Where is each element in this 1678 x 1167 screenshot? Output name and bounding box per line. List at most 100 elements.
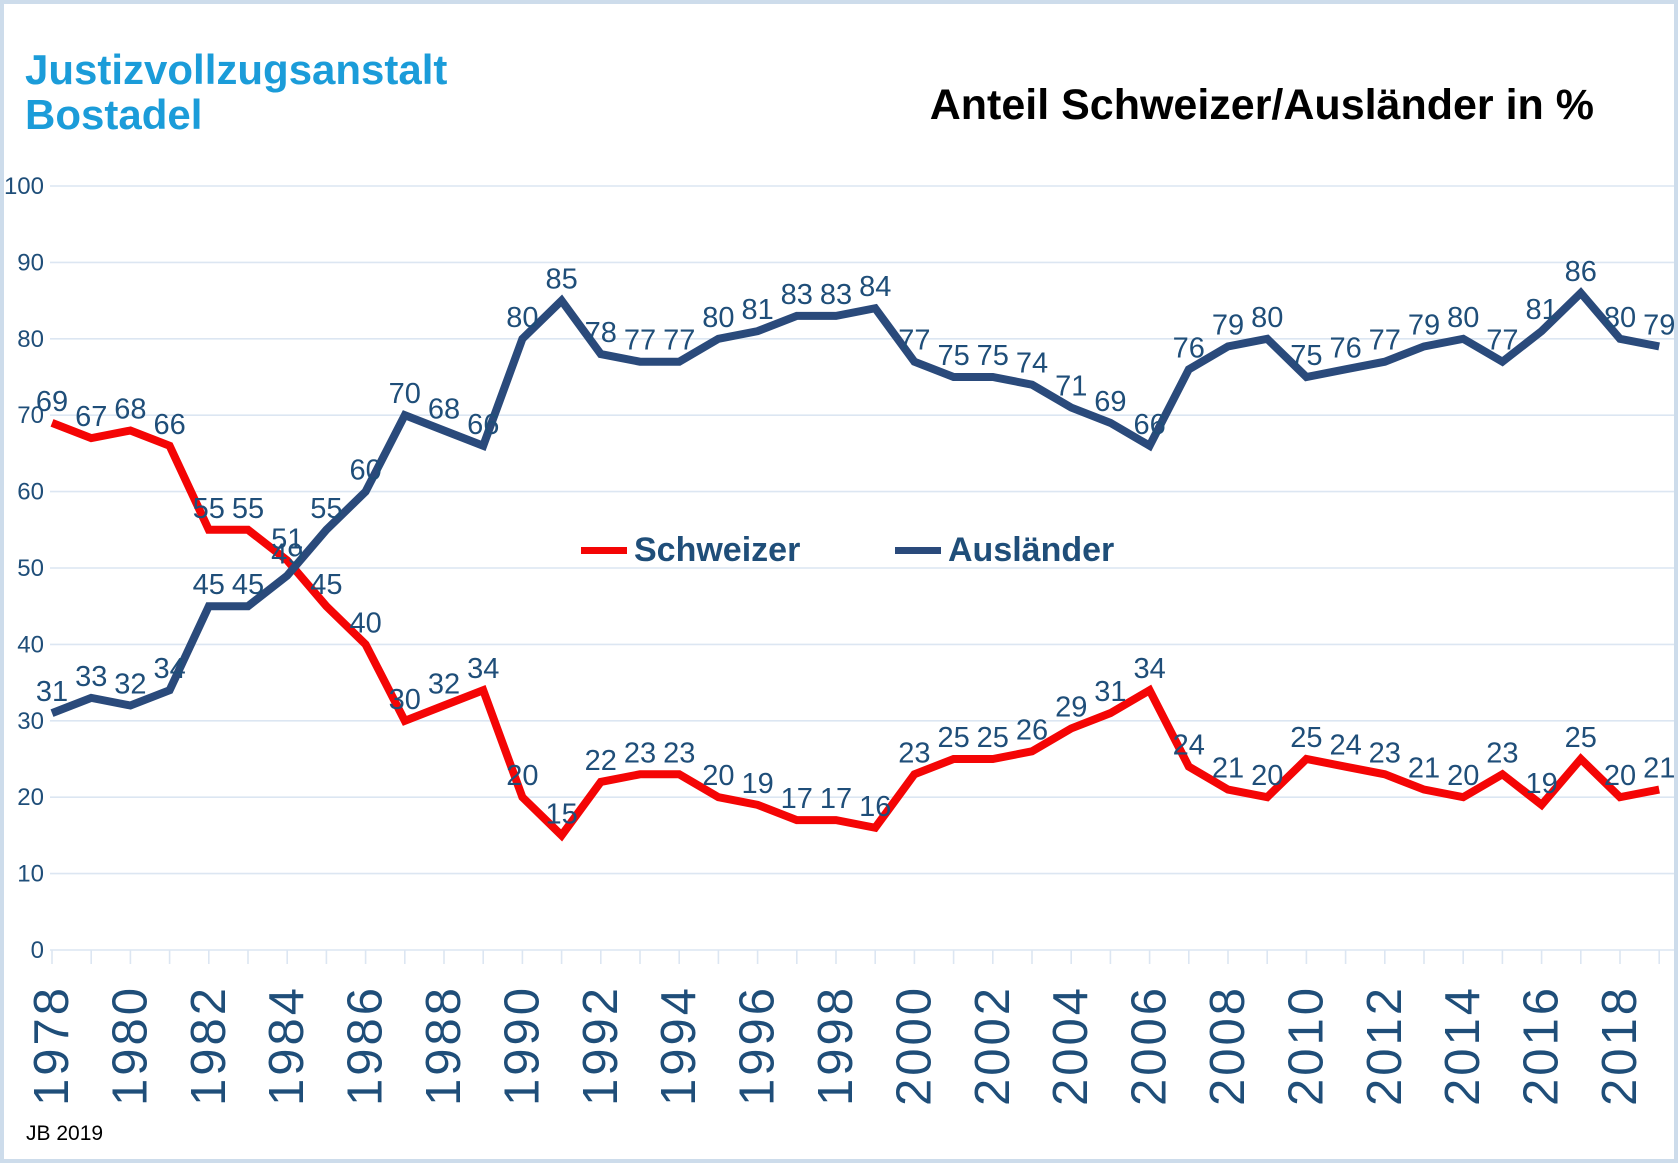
x-axis-label: 1982: [182, 985, 236, 1106]
legend-label-schweizer: Schweizer: [634, 531, 801, 569]
legend-label-auslaender: Ausländer: [948, 531, 1115, 569]
data-label: 86: [1565, 256, 1597, 288]
x-axis-label: 2014: [1436, 985, 1490, 1106]
data-label: 31: [36, 676, 68, 708]
data-label: 23: [1369, 737, 1401, 769]
data-label: 80: [702, 302, 734, 334]
data-label: 33: [75, 661, 107, 693]
y-axis-label: 100: [4, 173, 44, 200]
data-label: 68: [114, 393, 146, 425]
x-axis-label: 1978: [25, 985, 79, 1106]
data-label: 69: [36, 386, 68, 418]
data-label: 74: [1016, 348, 1048, 380]
x-axis-label: 2006: [1123, 985, 1177, 1106]
y-axis-label: 30: [17, 708, 44, 735]
logo-line-1: Justizvollzugsanstalt: [25, 46, 448, 93]
data-label: 79: [1408, 309, 1440, 341]
data-label: 55: [232, 493, 264, 525]
data-label: 77: [1369, 325, 1401, 357]
data-label: 45: [232, 569, 264, 601]
x-axis-label: 1986: [339, 985, 393, 1106]
data-label: 76: [1173, 332, 1205, 364]
data-label: 25: [1565, 722, 1597, 754]
data-label: 71: [1055, 371, 1087, 403]
data-label: 55: [193, 493, 225, 525]
data-label: 79: [1212, 309, 1244, 341]
data-label: 17: [820, 783, 852, 815]
data-label: 25: [937, 722, 969, 754]
data-label: 24: [1173, 730, 1205, 762]
data-label: 45: [310, 569, 342, 601]
logo: Justizvollzugsanstalt Bostadel: [25, 46, 448, 138]
data-label: 84: [859, 271, 891, 303]
data-label: 80: [1251, 302, 1283, 334]
data-label: 23: [663, 737, 695, 769]
data-label: 66: [467, 409, 499, 441]
data-label: 83: [820, 279, 852, 311]
data-label: 15: [545, 798, 577, 830]
y-axis-label: 0: [31, 937, 44, 964]
data-label: 24: [1329, 730, 1361, 762]
data-label: 40: [349, 607, 381, 639]
x-axis-label: 1992: [574, 985, 628, 1106]
x-axis-label: 2004: [1044, 985, 1098, 1106]
y-axis-label: 80: [17, 326, 44, 353]
data-label: 77: [624, 325, 656, 357]
data-label: 34: [1133, 653, 1165, 685]
data-label: 60: [349, 455, 381, 487]
data-label: 85: [545, 264, 577, 296]
x-axis-label: 2002: [966, 985, 1020, 1106]
y-axis-label: 60: [17, 479, 44, 506]
data-label: 23: [624, 737, 656, 769]
data-label: 20: [1447, 760, 1479, 792]
y-axis-label: 20: [17, 784, 44, 811]
data-label: 75: [1290, 340, 1322, 372]
chart-title: Anteil Schweizer/Ausländer in %: [929, 81, 1594, 129]
data-label: 21: [1408, 753, 1440, 785]
data-label: 29: [1055, 691, 1087, 723]
x-axis-label: 2012: [1358, 985, 1412, 1106]
data-label: 77: [1486, 325, 1518, 357]
credit-text: JB 2019: [26, 1122, 104, 1145]
data-label: 23: [1486, 737, 1518, 769]
x-axis-label: 2008: [1201, 985, 1255, 1106]
data-label: 75: [977, 340, 1009, 372]
data-label: 78: [585, 317, 617, 349]
data-label: 76: [1329, 332, 1361, 364]
data-label: 34: [153, 653, 185, 685]
data-label: 66: [1133, 409, 1165, 441]
data-label: 31: [1094, 676, 1126, 708]
y-axis-label: 50: [17, 555, 44, 582]
data-label: 68: [428, 393, 460, 425]
logo-line-2: Bostadel: [25, 90, 203, 138]
series-line-schweizer: [50, 419, 1660, 842]
data-label: 25: [977, 722, 1009, 754]
data-label: 34: [467, 653, 499, 685]
data-label: 49: [271, 539, 303, 571]
data-label: 21: [1212, 753, 1244, 785]
y-axis-label: 40: [17, 631, 44, 658]
data-label: 81: [1525, 294, 1557, 326]
y-axis-label: 70: [17, 402, 44, 429]
data-label: 83: [781, 279, 813, 311]
data-label: 17: [781, 783, 813, 815]
y-axis-label: 10: [17, 861, 44, 888]
x-axis-label: 1980: [103, 985, 157, 1106]
data-label: 77: [898, 325, 930, 357]
x-axis-label: 2010: [1279, 985, 1333, 1106]
legend-item-schweizer: Schweizer: [581, 531, 800, 570]
x-axis-label: 2000: [887, 985, 941, 1106]
legend-swatch-schweizer: [581, 547, 627, 554]
data-label: 80: [1447, 302, 1479, 334]
x-axis-label: 2016: [1515, 985, 1569, 1106]
x-axis-label: 1990: [495, 985, 549, 1106]
data-label: 79: [1643, 309, 1675, 341]
data-label: 32: [428, 669, 460, 701]
data-label: 70: [389, 378, 421, 410]
data-label: 55: [310, 493, 342, 525]
data-label: 30: [389, 684, 421, 716]
data-label: 22: [585, 745, 617, 777]
data-label: 25: [1290, 722, 1322, 754]
data-label: 20: [1251, 760, 1283, 792]
